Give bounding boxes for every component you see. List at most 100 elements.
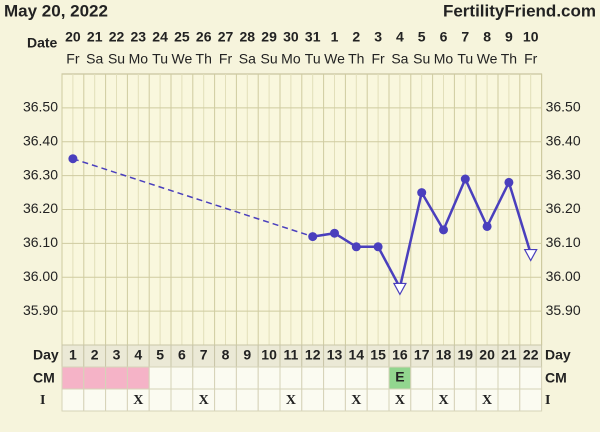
weekday-label: Sa [86,51,103,67]
date-label: 6 [440,29,448,45]
temperature-point [504,177,514,187]
weekday-label: Fr [66,51,80,67]
day-label: 6 [178,347,186,363]
day-label: 4 [134,347,142,363]
date-label: 2 [352,29,360,45]
weekday-label: Fr [219,51,233,67]
day-row-label: Day [33,347,59,363]
date-label: 22 [109,29,125,45]
cm-cell [257,366,281,390]
date-label: 1 [331,29,339,45]
intercourse-cell [61,388,85,412]
cm-cell [105,366,128,390]
cm-cell [61,366,85,390]
date-label: 8 [483,29,491,45]
cm-cell [519,366,543,390]
weekday-label: Sa [239,51,256,67]
chart-date: May 20, 2022 [4,1,108,20]
weekday-label: Sa [391,51,408,67]
intercourse-cell [366,388,390,412]
date-label: 27 [218,29,234,45]
weekday-label: Su [108,51,125,67]
temperature-point [330,228,339,238]
intercourse-mark: X [438,393,448,408]
intercourse-mark: X [395,393,405,408]
cm-cell [214,366,237,390]
day-label: 5 [156,347,164,363]
intercourse-cell [519,388,543,412]
gap-connector [72,157,313,238]
weekday-label: Th [196,51,212,67]
cm-cell [83,366,107,390]
day-label: 12 [305,347,321,363]
y-tick-label-right: 36.20 [546,200,581,216]
intercourse-cell [214,388,237,412]
day-label: 21 [501,347,517,363]
intercourse-cell [83,388,107,412]
date-label: 30 [283,29,299,45]
weekday-label: Fr [371,51,385,67]
weekday-label: Mo [129,51,149,67]
temperature-point [460,174,470,184]
weekday-label: We [477,51,498,67]
weekday-label: Fr [524,51,538,67]
y-tick-label-right: 36.00 [546,268,581,284]
date-label: 31 [305,29,321,45]
day-label: 11 [283,347,298,363]
temperature-point [351,242,361,252]
temperature-point [308,232,318,242]
y-tick-label: 36.50 [23,99,58,115]
weekday-label: Th [501,51,517,67]
day-label: 18 [436,347,452,363]
cm-label: E [395,369,404,385]
y-tick-label-right: 36.30 [546,166,581,182]
weekday-label: We [172,51,193,67]
intercourse-cell [105,388,128,412]
intercourse-mark: X [351,393,361,408]
intercourse-cell [301,388,325,412]
y-tick-label: 36.30 [23,166,58,182]
day-label: 7 [200,347,208,363]
intercourse-mark: X [482,393,492,408]
weekday-label: Tu [152,51,168,67]
date-label: 25 [174,29,190,45]
temperature-point [482,221,492,231]
cm-cell [192,366,216,390]
day-label: 3 [113,347,121,363]
y-tick-label: 36.40 [23,132,58,148]
cm-row-label-right: CM [545,370,567,386]
cm-cell [148,366,172,390]
intercourse-mark: X [199,393,209,408]
temperature-point-open [392,282,407,296]
date-label: 26 [196,29,212,45]
weekday-label: Su [413,51,430,67]
date-label: 9 [505,29,513,45]
day-label: 10 [261,347,277,363]
day-label: 15 [370,347,386,363]
day-label: 20 [479,347,495,363]
date-label: 3 [374,29,382,45]
day-label: 17 [414,347,430,363]
intercourse-cell [453,388,477,412]
day-label: 2 [91,347,99,363]
temperature-point [68,154,78,164]
cm-cell [235,366,259,390]
temperature-point [417,188,427,198]
weekday-label: Mo [281,51,301,67]
date-label: 7 [461,29,469,45]
temperature-point [439,225,448,235]
day-label: 13 [327,347,343,363]
temperature-point [373,242,383,252]
i-row-label-right: I [545,393,550,408]
date-label: 21 [87,29,103,45]
intercourse-cell [497,388,521,412]
intercourse-cell [148,388,172,412]
cm-cell [432,366,455,390]
day-label: 9 [243,347,251,363]
day-label: 22 [523,347,539,363]
y-tick-label: 36.00 [23,268,58,284]
y-tick-label: 36.20 [23,200,58,216]
intercourse-cell [410,388,434,412]
y-tick-label: 36.10 [23,234,58,250]
